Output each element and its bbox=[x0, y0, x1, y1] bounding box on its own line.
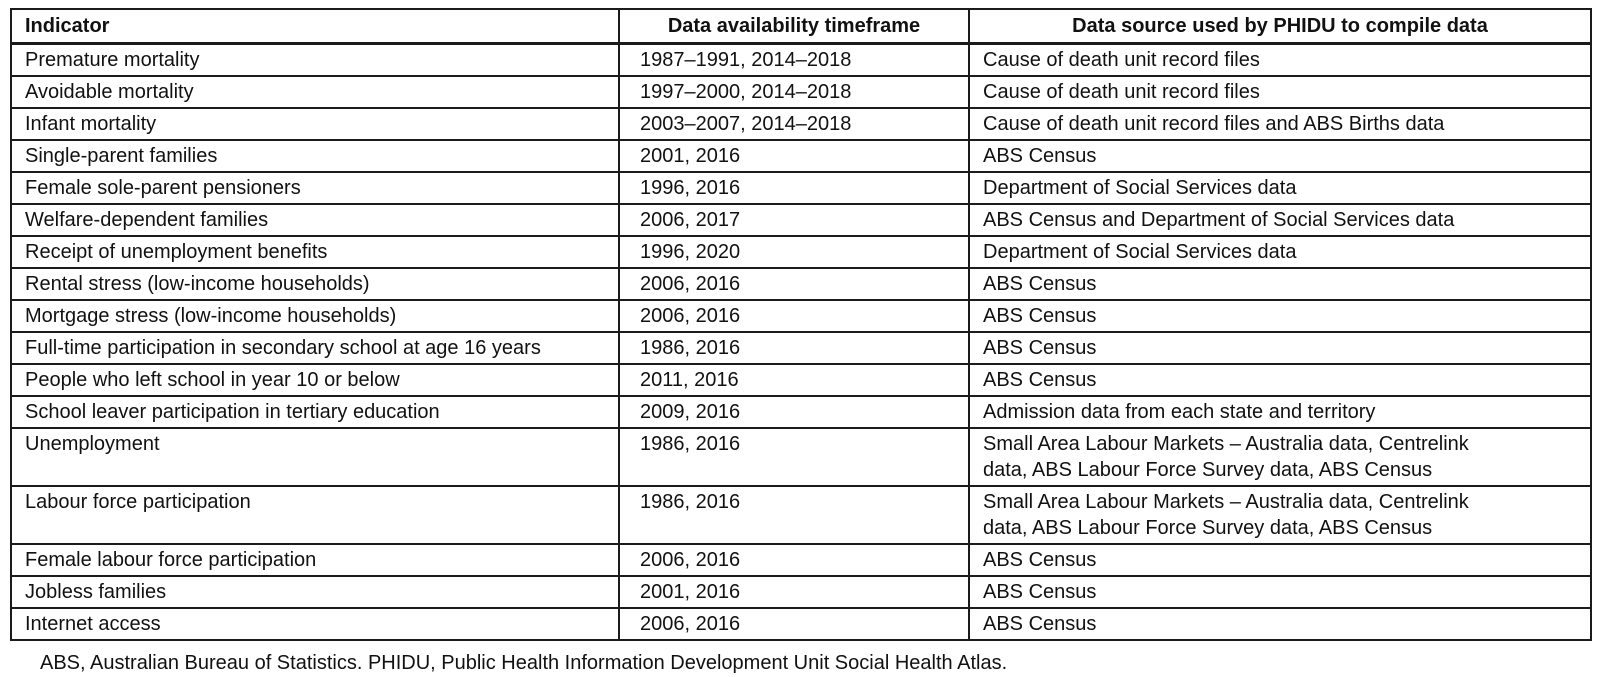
cell-indicator: Female labour force participation bbox=[10, 543, 620, 577]
cell-source: ABS Census bbox=[968, 543, 1592, 577]
cell-indicator: Premature mortality bbox=[10, 42, 620, 77]
table-footnote: ABS, Australian Bureau of Statistics. PH… bbox=[40, 652, 1008, 674]
cell-timeframe: 2006, 2016 bbox=[618, 607, 970, 641]
table-row: Mortgage stress (low-income households) 2… bbox=[10, 299, 1592, 333]
column-header-source: Data source used by PHIDU to compile dat… bbox=[968, 8, 1592, 45]
cell-source: ABS Census bbox=[968, 299, 1592, 333]
table-row: Single-parent families 2001, 2016 ABS Cens… bbox=[10, 139, 1592, 173]
cell-source: ABS Census bbox=[968, 139, 1592, 173]
cell-indicator: Rental stress (low-income households) bbox=[10, 267, 620, 301]
column-header-indicator: Indicator bbox=[10, 8, 620, 45]
cell-indicator: Unemployment bbox=[10, 427, 620, 487]
cell-indicator: Jobless families bbox=[10, 575, 620, 609]
table-row: Avoidable mortality 1997–2000, 2014–2018 C… bbox=[10, 75, 1592, 109]
cell-source: Small Area Labour Markets – Australia da… bbox=[968, 427, 1592, 487]
column-header-timeframe: Data availability timeframe bbox=[618, 8, 970, 45]
table-row: Full-time participation in secondary sch… bbox=[10, 331, 1592, 365]
cell-indicator: Female sole-parent pensioners bbox=[10, 171, 620, 205]
cell-source: Admission data from each state and terri… bbox=[968, 395, 1592, 429]
cell-timeframe: 2006, 2016 bbox=[618, 299, 970, 333]
cell-indicator: Single-parent families bbox=[10, 139, 620, 173]
table-row: Female sole-parent pensioners 1996, 2016 D… bbox=[10, 171, 1592, 205]
table-body: Premature mortality 1987–1991, 2014–2018 C… bbox=[10, 42, 1592, 641]
cell-source: Department of Social Services data bbox=[968, 235, 1592, 269]
cell-timeframe: 2001, 2016 bbox=[618, 139, 970, 173]
cell-source: ABS Census bbox=[968, 267, 1592, 301]
cell-source: Department of Social Services data bbox=[968, 171, 1592, 205]
cell-timeframe: 1996, 2016 bbox=[618, 171, 970, 205]
cell-timeframe: 1986, 2016 bbox=[618, 485, 970, 545]
cell-timeframe: 2006, 2017 bbox=[618, 203, 970, 237]
cell-timeframe: 1986, 2016 bbox=[618, 427, 970, 487]
cell-timeframe: 1996, 2020 bbox=[618, 235, 970, 269]
cell-source: ABS Census bbox=[968, 331, 1592, 365]
cell-source: ABS Census bbox=[968, 363, 1592, 397]
cell-timeframe: 2003–2007, 2014–2018 bbox=[618, 107, 970, 141]
cell-source: ABS Census and Department of Social Serv… bbox=[968, 203, 1592, 237]
cell-timeframe: 2006, 2016 bbox=[618, 543, 970, 577]
cell-indicator: People who left school in year 10 or bel… bbox=[10, 363, 620, 397]
table-row: Jobless families 2001, 2016 ABS Census bbox=[10, 575, 1592, 609]
cell-indicator: Receipt of unemployment benefits bbox=[10, 235, 620, 269]
cell-source: ABS Census bbox=[968, 607, 1592, 641]
table-row: Rental stress (low-income households) 200… bbox=[10, 267, 1592, 301]
cell-timeframe: 1987–1991, 2014–2018 bbox=[618, 42, 970, 77]
cell-indicator: Full-time participation in secondary sch… bbox=[10, 331, 620, 365]
cell-indicator: Welfare-dependent families bbox=[10, 203, 620, 237]
cell-timeframe: 2001, 2016 bbox=[618, 575, 970, 609]
cell-source: Cause of death unit record files bbox=[968, 42, 1592, 77]
cell-timeframe: 2009, 2016 bbox=[618, 395, 970, 429]
table-row: Receipt of unemployment benefits 1996, 20… bbox=[10, 235, 1592, 269]
table-row: Unemployment 1986, 2016 Small Area Labour … bbox=[10, 427, 1592, 487]
cell-source: ABS Census bbox=[968, 575, 1592, 609]
cell-timeframe: 1997–2000, 2014–2018 bbox=[618, 75, 970, 109]
cell-source: Small Area Labour Markets – Australia da… bbox=[968, 485, 1592, 545]
table-header-row: Indicator Data availability timeframe Da… bbox=[10, 8, 1592, 45]
table-row: School leaver participation in tertiary … bbox=[10, 395, 1592, 429]
indicator-data-table: Indicator Data availability timeframe Da… bbox=[10, 8, 1592, 641]
table-row: Labour force participation 1986, 2016 Smal… bbox=[10, 485, 1592, 545]
table-row: Premature mortality 1987–1991, 2014–2018 C… bbox=[10, 42, 1592, 77]
cell-timeframe: 2006, 2016 bbox=[618, 267, 970, 301]
table-row: Infant mortality 2003–2007, 2014–2018 Caus… bbox=[10, 107, 1592, 141]
cell-indicator: Mortgage stress (low-income households) bbox=[10, 299, 620, 333]
cell-indicator: Labour force participation bbox=[10, 485, 620, 545]
cell-timeframe: 2011, 2016 bbox=[618, 363, 970, 397]
cell-source: Cause of death unit record files bbox=[968, 75, 1592, 109]
table-row: Female labour force participation 2006, 2… bbox=[10, 543, 1592, 577]
table-row: Welfare-dependent families 2006, 2017 ABS … bbox=[10, 203, 1592, 237]
cell-indicator: Infant mortality bbox=[10, 107, 620, 141]
cell-source: Cause of death unit record files and ABS… bbox=[968, 107, 1592, 141]
table-row: People who left school in year 10 or bel… bbox=[10, 363, 1592, 397]
cell-indicator: Internet access bbox=[10, 607, 620, 641]
cell-indicator: School leaver participation in tertiary … bbox=[10, 395, 620, 429]
table-row: Internet access 2006, 2016 ABS Census bbox=[10, 607, 1592, 641]
cell-indicator: Avoidable mortality bbox=[10, 75, 620, 109]
cell-timeframe: 1986, 2016 bbox=[618, 331, 970, 365]
